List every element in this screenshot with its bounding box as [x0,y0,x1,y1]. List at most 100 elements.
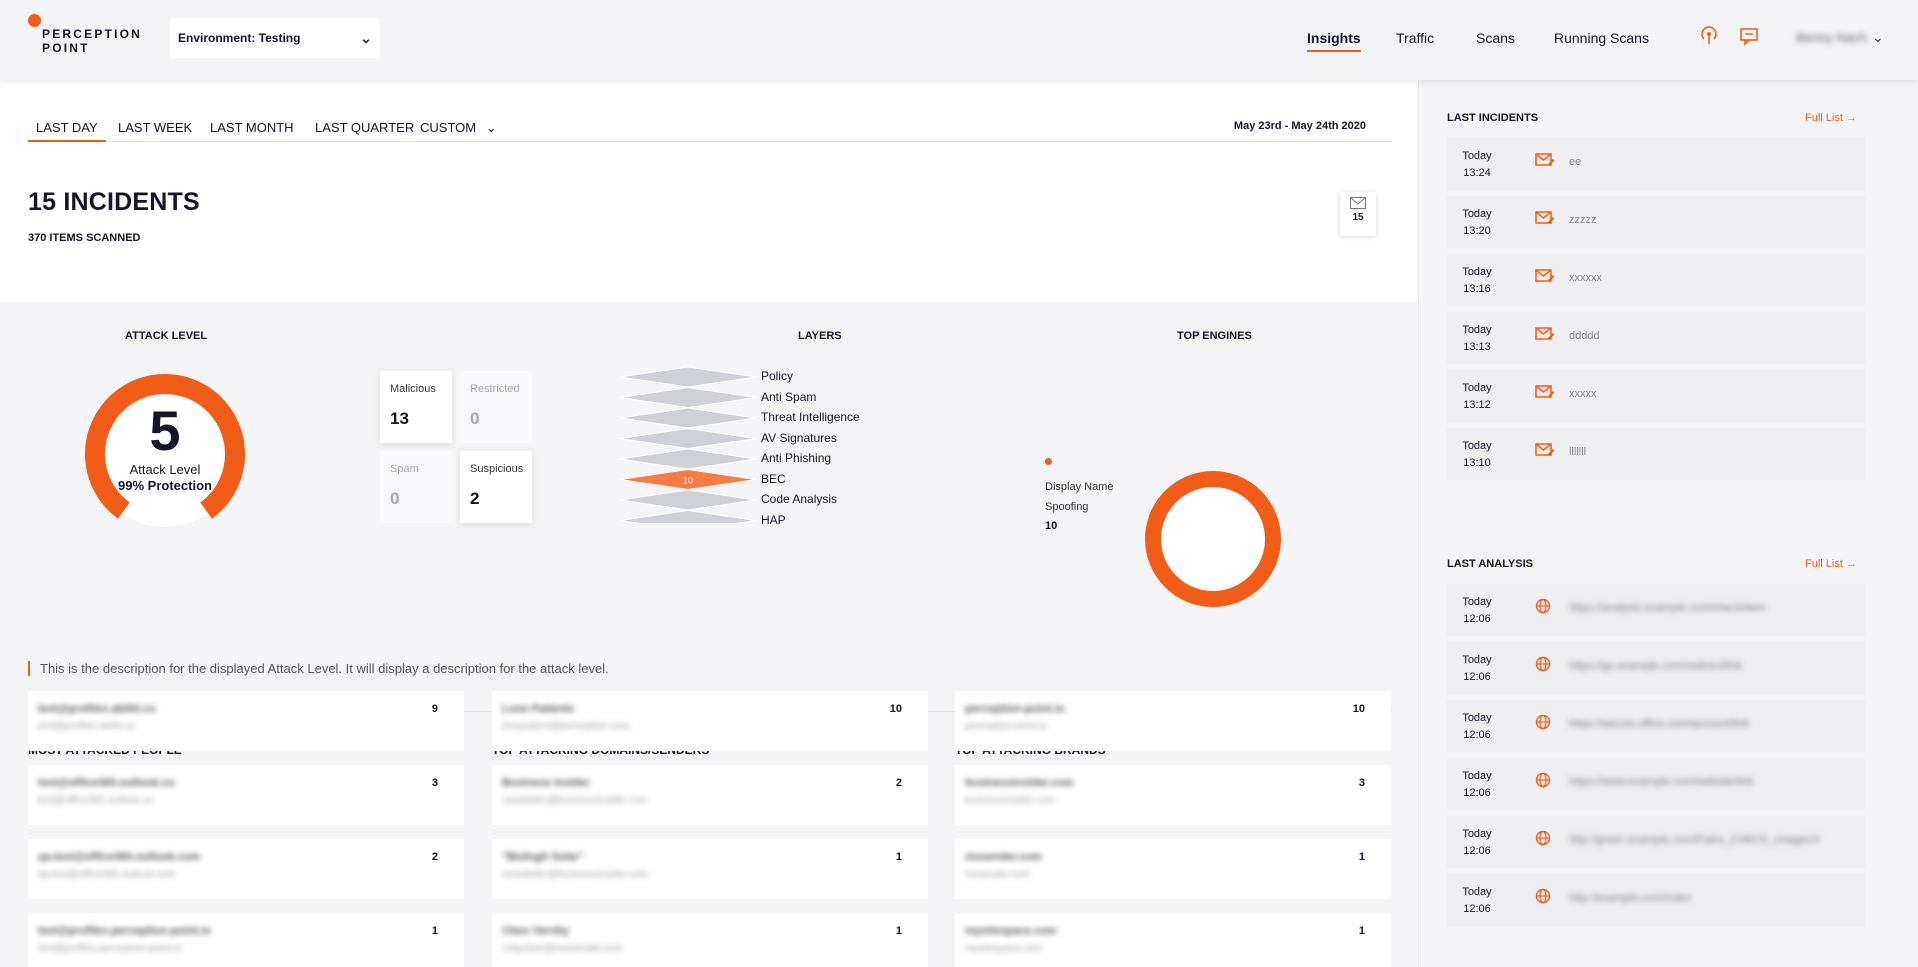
tab-last-month[interactable]: LAST MONTH [210,120,294,135]
analysis-row[interactable]: Today 12:06 https://www.example.com/websit… [1447,758,1865,810]
chevron-down-icon: ⌄ [485,120,497,135]
analysis-time: 12:06 [1463,845,1491,857]
list-item-count: 10 [889,703,902,715]
broadcast-icon[interactable] [1698,26,1720,48]
domains-list-item[interactable]: Clare Vernby cvbyclare@newsmails.com 1 [492,913,928,967]
list-item-name: test@profiles.perception-point.io [38,925,211,937]
people-list-item[interactable]: test@profiles.perception-point.io test@pr… [28,913,464,967]
incident-subject: xxxxxx [1569,272,1602,284]
list-item-name: mysitespace.com [965,925,1057,937]
top-engines-donut[interactable] [1145,471,1281,607]
analysis-time: 12:06 [1463,787,1491,799]
mail-edit-icon [1535,210,1555,232]
analysis-day: Today [1462,596,1492,608]
layer-shape-hap[interactable] [619,509,757,524]
summary-panel: LAST DAY LAST WEEK LAST MONTH LAST QUART… [0,80,1418,302]
suspicious-card[interactable]: Suspicious 2 [460,451,532,523]
analysis-row[interactable]: Today 12:06 http://green.example.com/Paths… [1447,816,1865,868]
domains-list-item[interactable]: "Biologit Solar" newsletter@businessinsid… [492,839,928,899]
incident-time: 13:12 [1463,399,1491,411]
people-list-item[interactable]: test@office365.outlook.co test@office365.… [28,765,464,825]
brands-list-item[interactable]: businessinsider.com businessinsider.com 3 [955,765,1391,825]
nav-scans[interactable]: Scans [1476,30,1515,46]
list-item-count: 10 [1352,703,1365,715]
analysis-row[interactable]: Today 12:06 https://analysis.example.com/c… [1447,584,1865,636]
items-scanned: 370 ITEMS SCANNED [28,232,141,244]
user-menu-chevron-icon[interactable]: ⌄ [1872,29,1884,45]
layer-shape-anti-spam[interactable] [619,386,757,409]
malicious-card[interactable]: Malicious 13 [380,371,452,443]
nav-insights[interactable]: Insights [1307,30,1361,52]
tab-last-week[interactable]: LAST WEEK [118,120,193,135]
analysis-day: Today [1462,770,1492,782]
mail-icon [1340,196,1376,212]
analysis-day: Today [1462,886,1492,898]
globe-icon [1535,598,1551,620]
gauge-arc [85,374,245,519]
brands-list-item[interactable]: mysitespace.com mysitespace.com 1 [955,913,1391,967]
domains-list-item[interactable]: Business Insider newsletter@businessinsid… [492,765,928,825]
nav-running-scans[interactable]: Running Scans [1554,30,1649,46]
list-item-name: mssender.com [965,851,1043,863]
nav-traffic[interactable]: Traffic [1396,30,1435,46]
layer-shape-av-signatures[interactable] [619,427,757,450]
last-analysis-heading: LAST ANALYSIS [1447,558,1533,570]
analysis-row[interactable]: Today 12:06 http://example.com/index [1447,874,1865,926]
analysis-time: 12:06 [1463,729,1491,741]
user-name[interactable]: Benny Nach [1796,30,1867,45]
layer-shape-anti-phishing[interactable] [619,448,757,470]
list-item-detail: businessinsider.com [965,795,1056,806]
analysis-row[interactable]: Today 12:06 https://go.example.com/redirec… [1447,642,1865,694]
last-incidents-heading: LAST INCIDENTS [1447,112,1539,124]
list-item-detail: mssender.com [965,869,1031,880]
top-engines-heading: TOP ENGINES [1177,330,1252,342]
logo-line2: POINT [42,41,90,55]
engine-legend-dot [1045,458,1052,465]
tab-last-quarter[interactable]: LAST QUARTER [315,120,415,135]
brands-list-item[interactable]: mssender.com mssender.com 1 [955,839,1391,899]
incident-row[interactable]: Today 13:13 ddddd [1447,312,1865,364]
analysis-timestamp: Today 12:06 [1447,826,1507,860]
incident-row[interactable]: Today 13:20 zzzzz [1447,196,1865,248]
incident-row[interactable]: Today 13:12 xxxxx [1447,370,1865,422]
list-item-name: perception-point.io [965,703,1065,715]
list-item-detail: mysitespace.com [965,943,1043,954]
perception-point-logo[interactable]: PERCEPTION POINT [28,12,148,60]
domains-list-item[interactable]: Lone Patients lonepatient@perception.com 1… [492,691,928,751]
analysis-url: http://green.example.com/Paths_CHECK_Ima… [1569,834,1820,846]
layer-label-anti-spam: Anti Spam [761,389,817,404]
list-item-count: 2 [431,851,438,863]
list-item-detail: perception-point.io [965,721,1048,732]
brands-list-item[interactable]: perception-point.io perception-point.io 10 [955,691,1391,751]
incident-row[interactable]: Today 13:24 ee [1447,138,1865,190]
list-item-name: Business Insider [502,777,591,789]
list-item-count: 3 [1358,777,1365,789]
analysis-timestamp: Today 12:06 [1447,768,1507,802]
list-item-count: 1 [895,925,902,937]
people-list-item[interactable]: test@profiles.abiliti.co test@profiles.ab… [28,691,464,751]
tab-custom[interactable]: CUSTOM ⌄ [420,120,497,142]
incident-timestamp: Today 13:20 [1447,206,1507,240]
layer-shape-threat-intelligence[interactable] [619,407,757,429]
layer-shape-code-analysis[interactable] [619,489,757,511]
incident-row[interactable]: Today 13:10 lllllll [1447,428,1865,480]
people-list-item[interactable]: qa.test@office365.outlook.com qa.test@off… [28,839,464,899]
incident-row[interactable]: Today 13:16 xxxxxx [1447,254,1865,306]
layer-shape-policy[interactable] [619,366,757,388]
incidents-full-list-link[interactable]: Full List → [1805,112,1857,124]
protection-percent: 99% Protection [118,478,212,493]
restricted-card[interactable]: Restricted 0 [460,371,532,443]
layers-stack-diagram: 10 [619,366,757,524]
tab-last-day[interactable]: LAST DAY [28,120,106,142]
message-icon[interactable] [1738,26,1760,48]
attack-level-gauge [85,374,245,527]
list-item-count: 3 [431,777,438,789]
environment-selector[interactable]: Environment: Testing ⌄ [170,18,380,58]
spam-card[interactable]: Spam 0 [380,451,452,523]
mail-count-badge[interactable]: 15 [1340,192,1376,236]
list-item-detail: newsletter@businessinsider.com [502,869,648,880]
analysis-row[interactable]: Today 12:06 https://secure.office.com/acco… [1447,700,1865,752]
analysis-full-list-link[interactable]: Full List → [1805,558,1857,570]
layer-shape-bec[interactable] [619,468,757,491]
list-item-name: test@office365.outlook.co [38,777,175,789]
